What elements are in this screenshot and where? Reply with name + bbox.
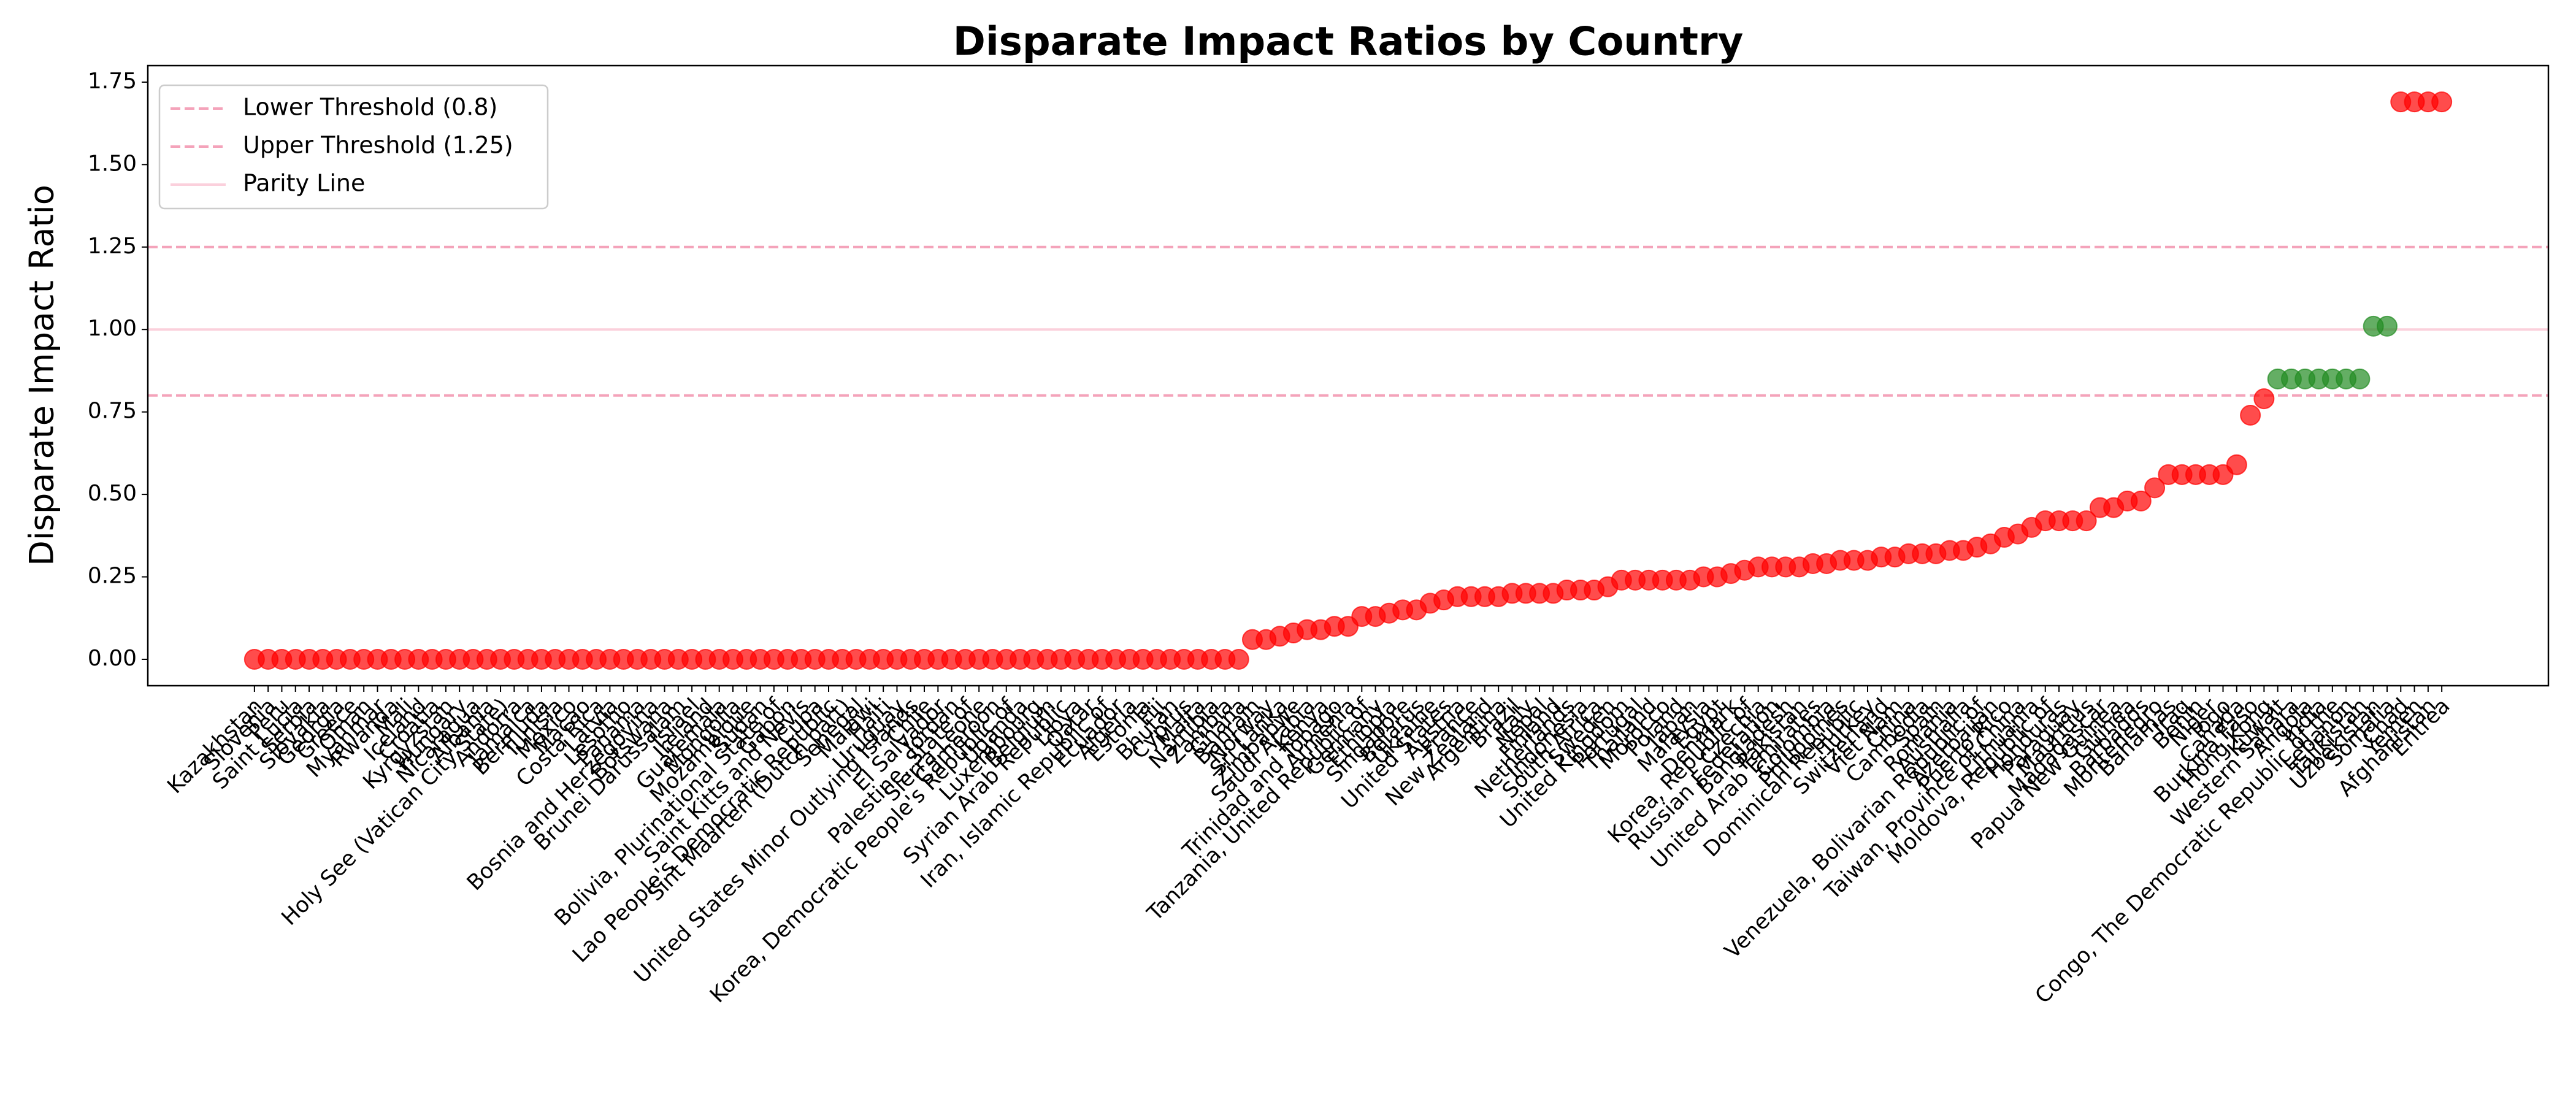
- data-point: [2240, 405, 2261, 426]
- y-tick-label: 1.75: [88, 69, 137, 94]
- data-point: [2253, 388, 2275, 410]
- data-point: [2431, 91, 2453, 113]
- legend: Lower Threshold (0.8) Upper Threshold (1.…: [158, 84, 549, 210]
- data-point: [2076, 510, 2097, 532]
- legend-label: Upper Threshold (1.25): [243, 132, 513, 159]
- y-tick-label: 0.00: [88, 646, 137, 671]
- data-point: [2349, 368, 2371, 389]
- data-point: [2144, 477, 2166, 499]
- legend-label: Parity Line: [243, 170, 365, 197]
- legend-label: Lower Threshold (0.8): [243, 94, 497, 121]
- data-point: [2226, 454, 2247, 475]
- y-tick-label: 0.25: [88, 564, 137, 589]
- y-tick-label: 0.50: [88, 481, 137, 506]
- y-tick-label: 0.75: [88, 399, 137, 424]
- data-point: [2130, 490, 2152, 512]
- chart-title: Disparate Impact Ratios by Country: [953, 20, 1744, 65]
- data-point: [1228, 648, 1249, 670]
- data-point: [2376, 315, 2398, 337]
- y-tick-label: 1.25: [88, 234, 137, 259]
- y-tick-label: 1.50: [88, 151, 137, 176]
- legend-box: [158, 84, 549, 210]
- y-axis-label: Disparate Impact Ratio: [23, 185, 61, 566]
- y-tick-label: 1.00: [88, 316, 137, 341]
- plot-frame: [147, 64, 2550, 687]
